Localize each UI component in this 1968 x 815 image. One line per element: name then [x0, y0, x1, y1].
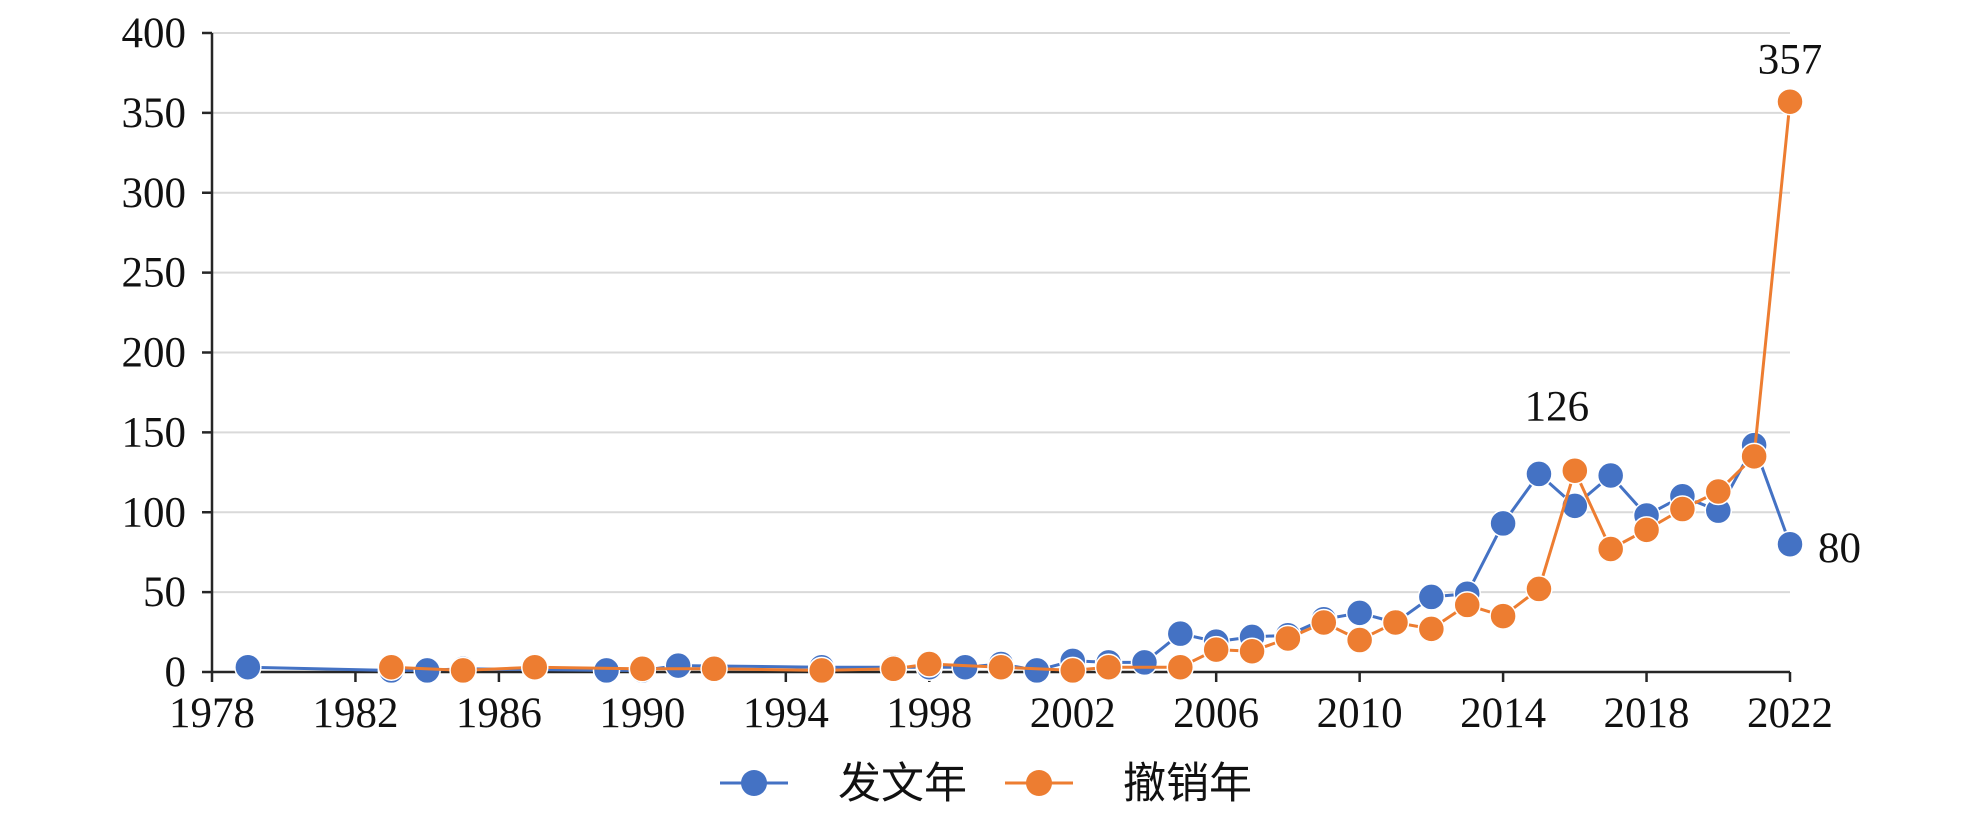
- data-point: [700, 655, 728, 683]
- x-tick-label: 1990: [599, 690, 685, 737]
- legend: 发文年 撤销年: [720, 759, 1252, 809]
- data-point: [1561, 492, 1589, 520]
- data-point: [915, 650, 944, 678]
- legend-item: 撤销年: [1005, 759, 1252, 809]
- y-tick-label: 350: [122, 90, 187, 137]
- data-point: [1489, 509, 1517, 538]
- y-tick-label: 200: [122, 330, 187, 377]
- data-point: [1525, 575, 1553, 603]
- data-point: [1381, 608, 1410, 637]
- data-label: 80: [1818, 525, 1861, 572]
- data-point: [1417, 615, 1446, 643]
- x-tick-label: 2018: [1604, 690, 1690, 737]
- data-point: [987, 653, 1015, 681]
- x-tick-label: 1998: [886, 690, 972, 737]
- y-tick-label: 100: [122, 489, 187, 536]
- data-point: [1596, 535, 1625, 563]
- y-tick-label: 150: [122, 409, 187, 456]
- data-point: [1704, 477, 1733, 506]
- legend-item: 发文年: [720, 759, 967, 809]
- x-tick-label: 1994: [743, 690, 829, 737]
- data-point: [628, 655, 657, 683]
- x-tick-label: 1986: [456, 690, 542, 737]
- axes: 0 50 100 150 200 250 300 350 400 1978 1982 1986 1990…: [122, 10, 1834, 737]
- series-line: [247, 443, 1792, 672]
- data-point: [1453, 591, 1481, 619]
- data-point: [664, 651, 692, 680]
- data-point: [1058, 656, 1087, 685]
- data-point: [1417, 583, 1446, 611]
- data-point: [521, 653, 549, 681]
- data-point: [1238, 637, 1266, 665]
- gridlines: [212, 32, 1790, 594]
- series-layer: [234, 87, 1804, 685]
- data-point: [807, 656, 836, 685]
- data-point: [1130, 648, 1159, 677]
- data-label: 357: [1758, 37, 1823, 84]
- data-point: [1776, 530, 1804, 558]
- x-tick-label: 2006: [1173, 690, 1259, 737]
- data-point: [1561, 456, 1589, 485]
- legend-label: 撤销年: [1123, 759, 1252, 809]
- legend-label: 发文年: [838, 759, 967, 809]
- data-point: [1094, 653, 1123, 681]
- x-tick-label: 1982: [312, 690, 398, 737]
- data-point: [1166, 653, 1195, 681]
- data-point: [879, 655, 908, 683]
- data-point: [1525, 460, 1553, 488]
- data-point: [1740, 442, 1768, 471]
- y-tick-label: 400: [122, 10, 187, 57]
- x-tick-label: 1978: [169, 690, 255, 737]
- x-tick-label: 2002: [1030, 690, 1116, 737]
- legend-marker: [1026, 770, 1052, 796]
- data-point: [1489, 602, 1517, 630]
- x-tick-label: 2022: [1747, 690, 1833, 737]
- y-tick-label: 50: [143, 569, 186, 616]
- data-point: [234, 653, 262, 681]
- series-1: [377, 87, 1804, 685]
- data-point: [1776, 87, 1804, 116]
- data-point: [592, 656, 621, 685]
- legend-marker: [741, 770, 767, 796]
- data-point: [1596, 461, 1625, 490]
- data-point: [1310, 608, 1338, 637]
- data-point: [1202, 635, 1230, 664]
- data-point: [1274, 624, 1302, 653]
- y-tick-label: 0: [165, 649, 187, 696]
- x-tick-label: 2014: [1460, 690, 1546, 737]
- data-point: [1632, 516, 1661, 544]
- data-point: [1166, 619, 1195, 648]
- data-point: [1345, 626, 1374, 654]
- data-point: [1668, 495, 1697, 523]
- data-label: 126: [1525, 384, 1590, 431]
- data-point: [449, 656, 477, 685]
- data-labels: 126 357 80: [1525, 37, 1861, 573]
- y-tick-label: 250: [122, 250, 187, 297]
- x-tick-label: 2010: [1317, 690, 1403, 737]
- data-point: [1345, 599, 1374, 627]
- data-point: [377, 653, 406, 681]
- y-tick-label: 300: [122, 170, 187, 217]
